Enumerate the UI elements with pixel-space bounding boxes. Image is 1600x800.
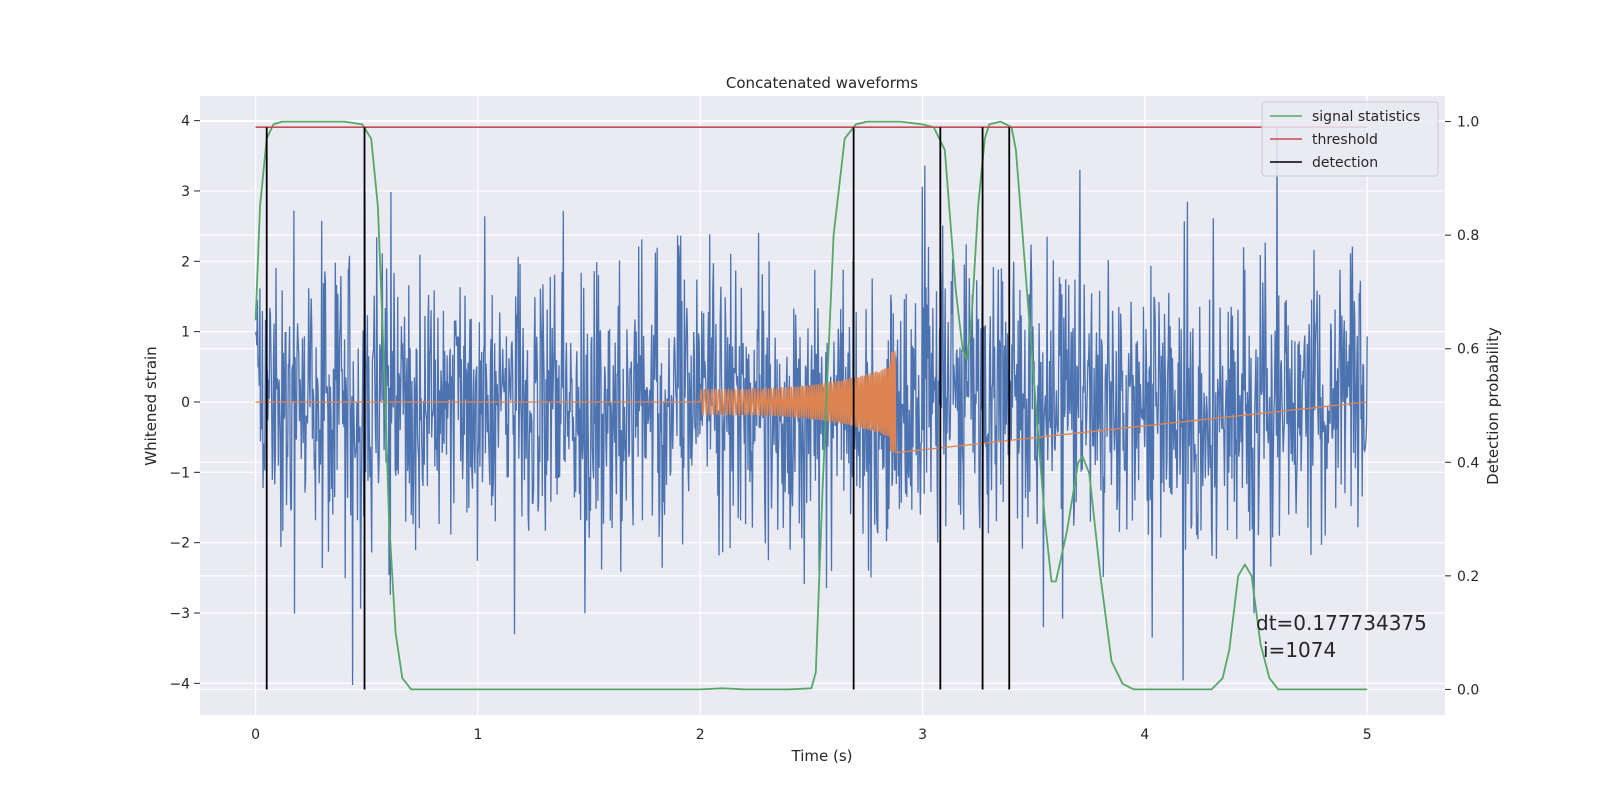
x-tick-label: 5 <box>1363 727 1372 743</box>
legend-box <box>1261 101 1439 177</box>
noise-line <box>254 127 1368 686</box>
y2-tick-label: 0.4 <box>1457 455 1479 471</box>
chart-title: Concatenated waveforms <box>726 74 918 92</box>
y-tick-label: 2 <box>181 254 190 270</box>
legend: signal statistics threshold detection <box>1261 101 1439 177</box>
y-tick-label: −2 <box>169 536 190 552</box>
x-tick-label: 1 <box>473 727 482 743</box>
x-axis-ticks: 0 1 2 3 4 5 <box>251 727 1372 743</box>
y-tick-label: −4 <box>169 676 190 692</box>
y-axis-ticks: −4 −3 −2 −1 0 1 2 3 4 <box>169 114 200 692</box>
y-tick-label: −3 <box>169 606 190 622</box>
y2-axis-label: Detection probability <box>1484 327 1502 485</box>
annotation-dt: dt=0.177734375 <box>1256 611 1427 635</box>
noise-series <box>254 127 1368 686</box>
y2-tick-label: 0.8 <box>1457 228 1479 244</box>
y-axis-label: Whitened strain <box>142 346 160 465</box>
y2-tick-label: 0.0 <box>1457 682 1479 698</box>
y2-axis-ticks: 0.0 0.2 0.4 0.6 0.8 1.0 <box>1445 115 1479 698</box>
y2-tick-label: 0.6 <box>1457 342 1479 358</box>
y-tick-label: −1 <box>169 465 190 481</box>
signal-statistics-series <box>254 120 1368 691</box>
x-tick-label: 0 <box>251 727 260 743</box>
signal-statistics-line <box>254 120 1368 691</box>
y-tick-label: 4 <box>181 114 190 130</box>
waveform-line <box>255 351 1368 454</box>
x-tick-label: 3 <box>918 727 927 743</box>
x-tick-label: 2 <box>696 727 705 743</box>
x-axis-label: Time (s) <box>791 747 853 765</box>
x-tick-label: 4 <box>1140 727 1149 743</box>
legend-label-detection: detection <box>1312 155 1378 171</box>
y2-tick-label: 1.0 <box>1457 115 1479 131</box>
waveform-series <box>255 351 1368 454</box>
detection-series <box>265 127 1011 690</box>
legend-label-threshold: threshold <box>1312 132 1378 148</box>
y2-tick-label: 0.2 <box>1457 569 1479 585</box>
y-tick-label: 3 <box>181 184 190 200</box>
y-tick-label: 0 <box>181 395 190 411</box>
annotation-i: i=1074 <box>1263 638 1336 662</box>
y-tick-label: 1 <box>181 325 190 341</box>
legend-label-signal-statistics: signal statistics <box>1312 109 1420 125</box>
